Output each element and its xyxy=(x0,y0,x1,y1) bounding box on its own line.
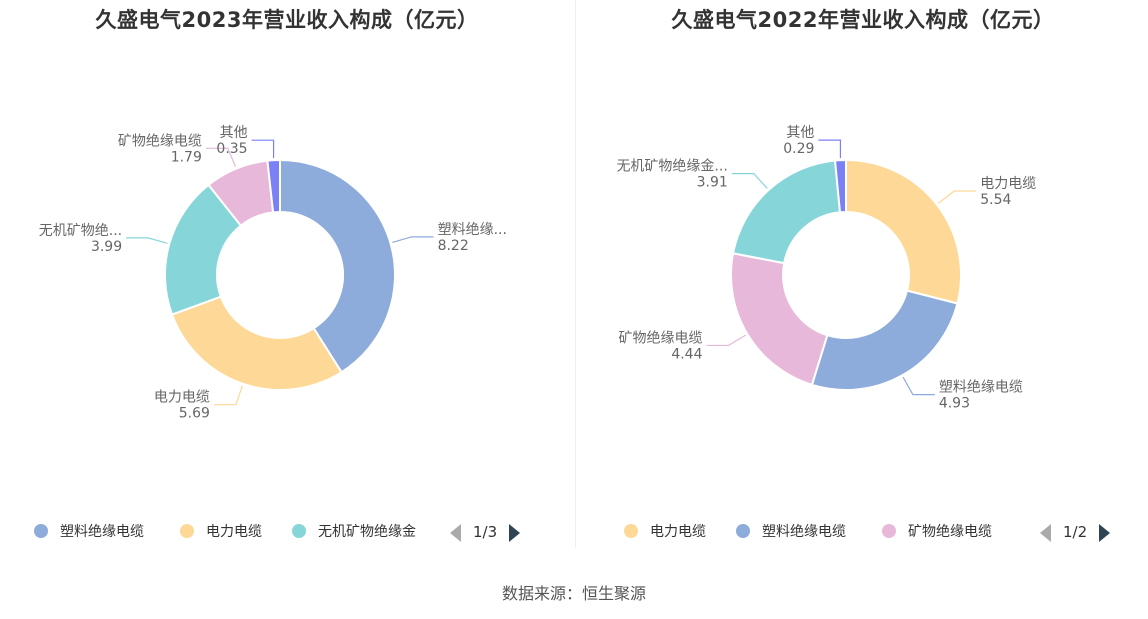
slice-value-label: 3.91 xyxy=(697,175,728,191)
legend: 塑料绝缘电缆 电力电缆 无机矿物绝缘金 1/3 xyxy=(0,520,574,544)
legend-item[interactable]: 塑料绝缘电缆 xyxy=(736,520,846,544)
legend: 电力电缆 塑料绝缘电缆 矿物绝缘电缆 1/2 xyxy=(576,520,1148,544)
pie-slice[interactable] xyxy=(833,158,847,214)
next-page-icon[interactable] xyxy=(509,523,521,542)
legend-label: 电力电缆 xyxy=(206,524,262,540)
slice-value-label: 4.44 xyxy=(671,346,702,362)
pie-slice[interactable] xyxy=(730,252,829,387)
legend-marker xyxy=(882,523,896,538)
legend-pager: 1/2 xyxy=(1040,520,1111,544)
legend-marker xyxy=(180,523,194,538)
chart-2023: 久盛电气2023年营业收入构成（亿元） 塑料绝缘... 8.22 电力电缆 5.69 无… xyxy=(0,0,574,560)
slice-value-label: 5.69 xyxy=(179,406,210,422)
pie-slice[interactable] xyxy=(845,158,962,305)
chart-2022: 久盛电气2022年营业收入构成（亿元） 电力电缆 5.54 塑料绝缘电缆 4.93 矿物… xyxy=(576,0,1148,560)
slice-name-label: 电力电缆 xyxy=(980,176,1036,192)
pie-slice[interactable] xyxy=(810,289,959,391)
leader-line xyxy=(392,236,434,243)
legend-page-number: 1/2 xyxy=(1063,523,1088,541)
leader-line xyxy=(251,139,275,159)
slice-value-label: 0.35 xyxy=(216,141,247,157)
slice-value-label: 0.29 xyxy=(783,141,814,157)
slice-name-label: 其他 xyxy=(786,125,814,141)
chart-title: 久盛电气2023年营业收入构成（亿元） xyxy=(95,8,479,32)
leader-line xyxy=(818,139,842,159)
previous-page-icon[interactable] xyxy=(1040,523,1051,542)
legend-label: 塑料绝缘电缆 xyxy=(60,524,144,540)
legend-label: 塑料绝缘电缆 xyxy=(762,524,846,540)
data-source: 数据来源：恒生聚源 xyxy=(501,584,646,603)
next-page-icon[interactable] xyxy=(1099,523,1111,542)
slice-name-label: 矿物绝缘电缆 xyxy=(618,330,702,346)
previous-page-icon[interactable] xyxy=(450,523,461,542)
leader-line xyxy=(205,147,237,168)
leader-line xyxy=(731,173,768,189)
leader-line xyxy=(938,190,977,204)
slice-name-label: 电力电缆 xyxy=(154,390,210,406)
legend-marker xyxy=(34,523,48,538)
legend-label: 无机矿物绝缘金 xyxy=(318,524,416,540)
legend-item[interactable]: 电力电缆 xyxy=(180,520,262,544)
legend-marker xyxy=(292,523,306,538)
legend-label: 矿物绝缘电缆 xyxy=(908,524,992,540)
slice-name-label: 其他 xyxy=(220,125,248,141)
leader-line xyxy=(126,237,168,244)
slice-name-label: 塑料绝缘... xyxy=(438,222,507,238)
legend-pager: 1/3 xyxy=(450,520,521,544)
panel-divider xyxy=(575,0,576,548)
legend-page-number: 1/3 xyxy=(473,523,498,541)
legend-item[interactable]: 电力电缆 xyxy=(624,520,706,544)
slice-value-label: 1.79 xyxy=(171,149,202,165)
legend-marker xyxy=(736,523,750,538)
leader-line xyxy=(213,385,243,406)
legend-item[interactable]: 矿物绝缘电缆 xyxy=(882,520,992,544)
legend-marker xyxy=(624,523,638,538)
slice-name-label: 无机矿物绝... xyxy=(39,223,122,239)
pie-slice[interactable] xyxy=(170,295,343,391)
pie-slice[interactable] xyxy=(279,158,396,374)
slice-name-label: 无机矿物绝缘金... xyxy=(616,159,727,175)
pie-slice[interactable] xyxy=(266,158,281,214)
legend-item[interactable]: 塑料绝缘电缆 xyxy=(34,520,144,544)
slice-name-label: 矿物绝缘电缆 xyxy=(118,133,202,149)
slice-value-label: 8.22 xyxy=(438,238,469,254)
leader-line xyxy=(706,334,746,347)
chart-title: 久盛电气2022年营业收入构成（亿元） xyxy=(671,8,1055,32)
pie-slice[interactable] xyxy=(164,183,243,316)
pie-slice[interactable] xyxy=(731,159,842,265)
slice-name-label: 塑料绝缘电缆 xyxy=(939,380,1023,396)
slice-value-label: 3.99 xyxy=(91,239,122,255)
leader-line xyxy=(902,376,935,396)
legend-item[interactable]: 无机矿物绝缘金 xyxy=(292,520,416,544)
slice-value-label: 4.93 xyxy=(939,396,970,412)
legend-label: 电力电缆 xyxy=(650,524,706,540)
slice-value-label: 5.54 xyxy=(980,192,1011,208)
